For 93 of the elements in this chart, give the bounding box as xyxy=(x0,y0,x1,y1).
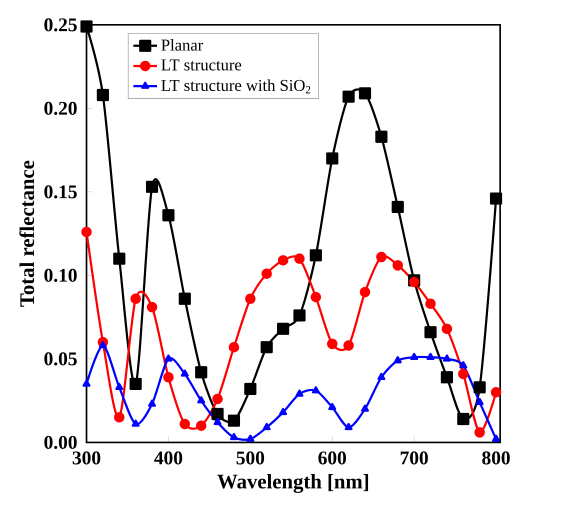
point xyxy=(344,422,353,430)
point xyxy=(130,293,141,304)
point xyxy=(293,309,306,322)
y-tick-label: 0.05 xyxy=(44,352,77,366)
point xyxy=(474,427,485,438)
point xyxy=(82,379,90,387)
point xyxy=(490,192,502,205)
point xyxy=(146,180,158,193)
point xyxy=(130,378,142,390)
point xyxy=(261,268,272,279)
point xyxy=(148,400,156,407)
point xyxy=(442,324,452,334)
point xyxy=(459,361,468,368)
x-tick-label: 600 xyxy=(318,451,346,464)
point xyxy=(458,368,469,380)
point xyxy=(146,302,158,312)
point xyxy=(358,87,372,100)
point xyxy=(178,292,191,305)
y-tick-label: 0.10 xyxy=(44,268,77,282)
point xyxy=(442,354,451,362)
point xyxy=(361,404,369,412)
point xyxy=(163,372,174,382)
x-tick-label: 700 xyxy=(400,451,428,464)
point xyxy=(394,356,402,364)
point xyxy=(392,200,404,213)
point xyxy=(310,249,322,262)
point xyxy=(328,402,336,410)
point xyxy=(244,382,256,395)
x-axis-title: Wavelength [nm] xyxy=(217,474,368,493)
point xyxy=(260,341,273,354)
point xyxy=(115,382,124,390)
point xyxy=(294,253,305,264)
point xyxy=(440,371,453,384)
point xyxy=(490,386,502,398)
point xyxy=(180,369,189,377)
point xyxy=(343,340,354,351)
x-tick-label: 400 xyxy=(154,451,182,464)
point xyxy=(262,422,271,430)
point xyxy=(326,338,338,350)
point xyxy=(392,260,404,271)
point xyxy=(310,292,322,302)
point xyxy=(246,434,254,442)
point xyxy=(180,418,190,430)
point xyxy=(312,386,320,394)
point xyxy=(277,322,290,335)
point xyxy=(410,352,418,360)
point xyxy=(492,434,500,442)
legend-label: LT structure xyxy=(161,59,242,70)
point xyxy=(197,396,206,404)
y-tick-label: 0.00 xyxy=(44,436,77,449)
point xyxy=(98,341,107,348)
y-tick-label: 0.15 xyxy=(44,185,77,198)
x-tick-label: 300 xyxy=(72,451,100,464)
point xyxy=(278,255,288,266)
point xyxy=(408,276,420,288)
point xyxy=(279,408,288,416)
point xyxy=(424,326,437,338)
point xyxy=(476,398,484,406)
point xyxy=(228,414,240,427)
point xyxy=(228,342,240,352)
point xyxy=(377,372,386,380)
point xyxy=(211,408,224,420)
y-axis-title: Total reflectance xyxy=(19,160,34,307)
point xyxy=(80,20,93,33)
point xyxy=(164,354,172,362)
x-tick-label: 500 xyxy=(236,451,264,464)
point xyxy=(196,420,206,431)
y-tick-label: 0.20 xyxy=(44,102,77,115)
point xyxy=(342,90,355,103)
point xyxy=(425,298,436,309)
point xyxy=(376,252,387,262)
legend-label: LT structure with SiO$_{2}$ xyxy=(161,79,310,94)
point xyxy=(326,152,338,164)
point xyxy=(296,389,304,397)
x-tick-label: 800 xyxy=(482,451,510,464)
point xyxy=(375,130,388,143)
point xyxy=(96,88,109,102)
point xyxy=(360,286,370,298)
point xyxy=(114,412,125,423)
point xyxy=(81,226,92,238)
point xyxy=(457,412,470,426)
point xyxy=(426,352,435,360)
point xyxy=(113,252,126,265)
point xyxy=(230,432,238,440)
point xyxy=(195,366,208,378)
y-tick-label: 0.25 xyxy=(44,18,77,32)
point xyxy=(245,293,256,304)
point xyxy=(212,394,223,404)
point xyxy=(214,418,222,426)
point xyxy=(474,381,486,394)
point xyxy=(132,420,140,427)
point xyxy=(162,209,175,222)
legend-label: Planar xyxy=(161,38,204,51)
